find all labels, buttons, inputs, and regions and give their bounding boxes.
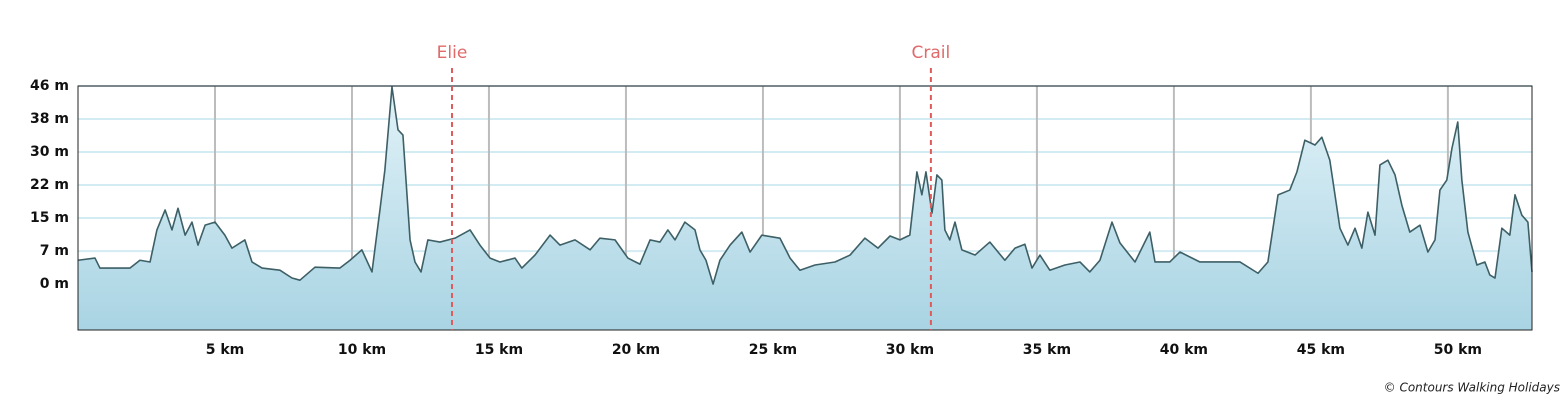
marker-label: Elie [437,43,468,63]
y-tick-label: 30 m [30,144,69,160]
y-tick-label: 7 m [40,243,69,259]
x-tick-label: 10 km [338,342,386,358]
credit: © Contours Walking Holidays [1384,381,1560,395]
x-tick-label: 50 km [1434,342,1482,358]
marker-label: Crail [912,43,951,63]
y-tick-label: 22 m [30,177,69,193]
x-tick-label: 20 km [612,342,660,358]
elevation-line [77,86,1533,285]
x-tick-label: 30 km [886,342,934,358]
x-tick-label: 15 km [475,342,523,358]
x-tick-label: 45 km [1297,342,1345,358]
y-tick-label: 38 m [30,111,69,127]
area-fill [78,86,1532,330]
y-tick-label: 0 m [40,276,69,292]
plot [77,86,1533,330]
y-tick-label: 46 m [30,78,69,94]
y-tick-label: 15 m [30,210,69,226]
plot-frame [77,85,1533,331]
x-tick-label: 35 km [1023,342,1071,358]
overlay: 0 m 7 m 15 m 22 m 30 m 38 m 46 m 5 km 10 km 15 km… [30,43,1533,358]
x-tick-label: 5 km [206,342,245,358]
x-tick-label: 25 km [749,342,797,358]
x-tick-label: 40 km [1160,342,1208,358]
